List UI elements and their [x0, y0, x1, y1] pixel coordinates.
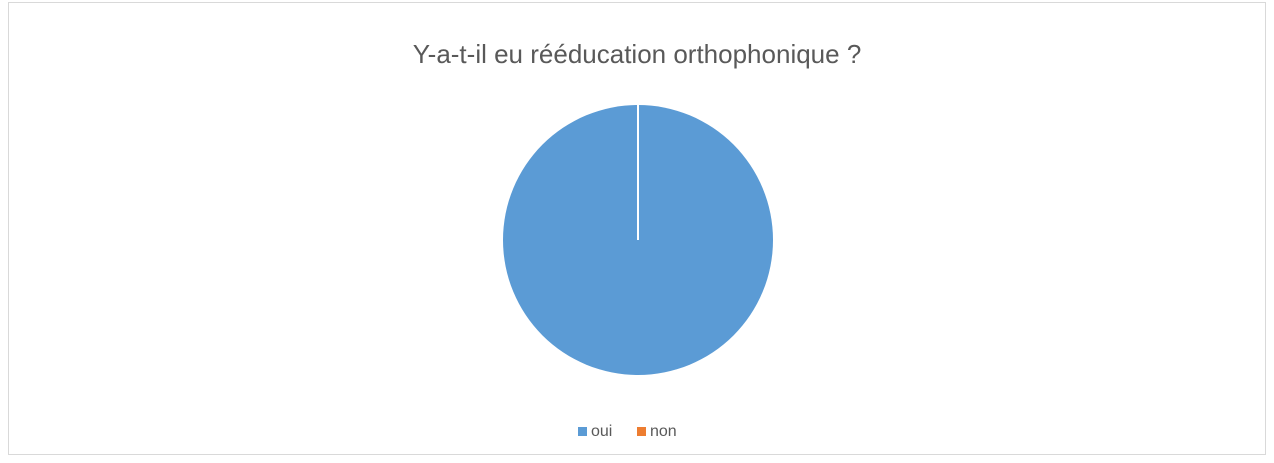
legend-swatch: [637, 427, 646, 436]
legend-swatch: [578, 427, 587, 436]
legend-label: non: [650, 423, 677, 440]
legend-label: oui: [591, 423, 612, 440]
chart-title: Y-a-t-il eu rééducation orthophonique ?: [413, 39, 862, 69]
